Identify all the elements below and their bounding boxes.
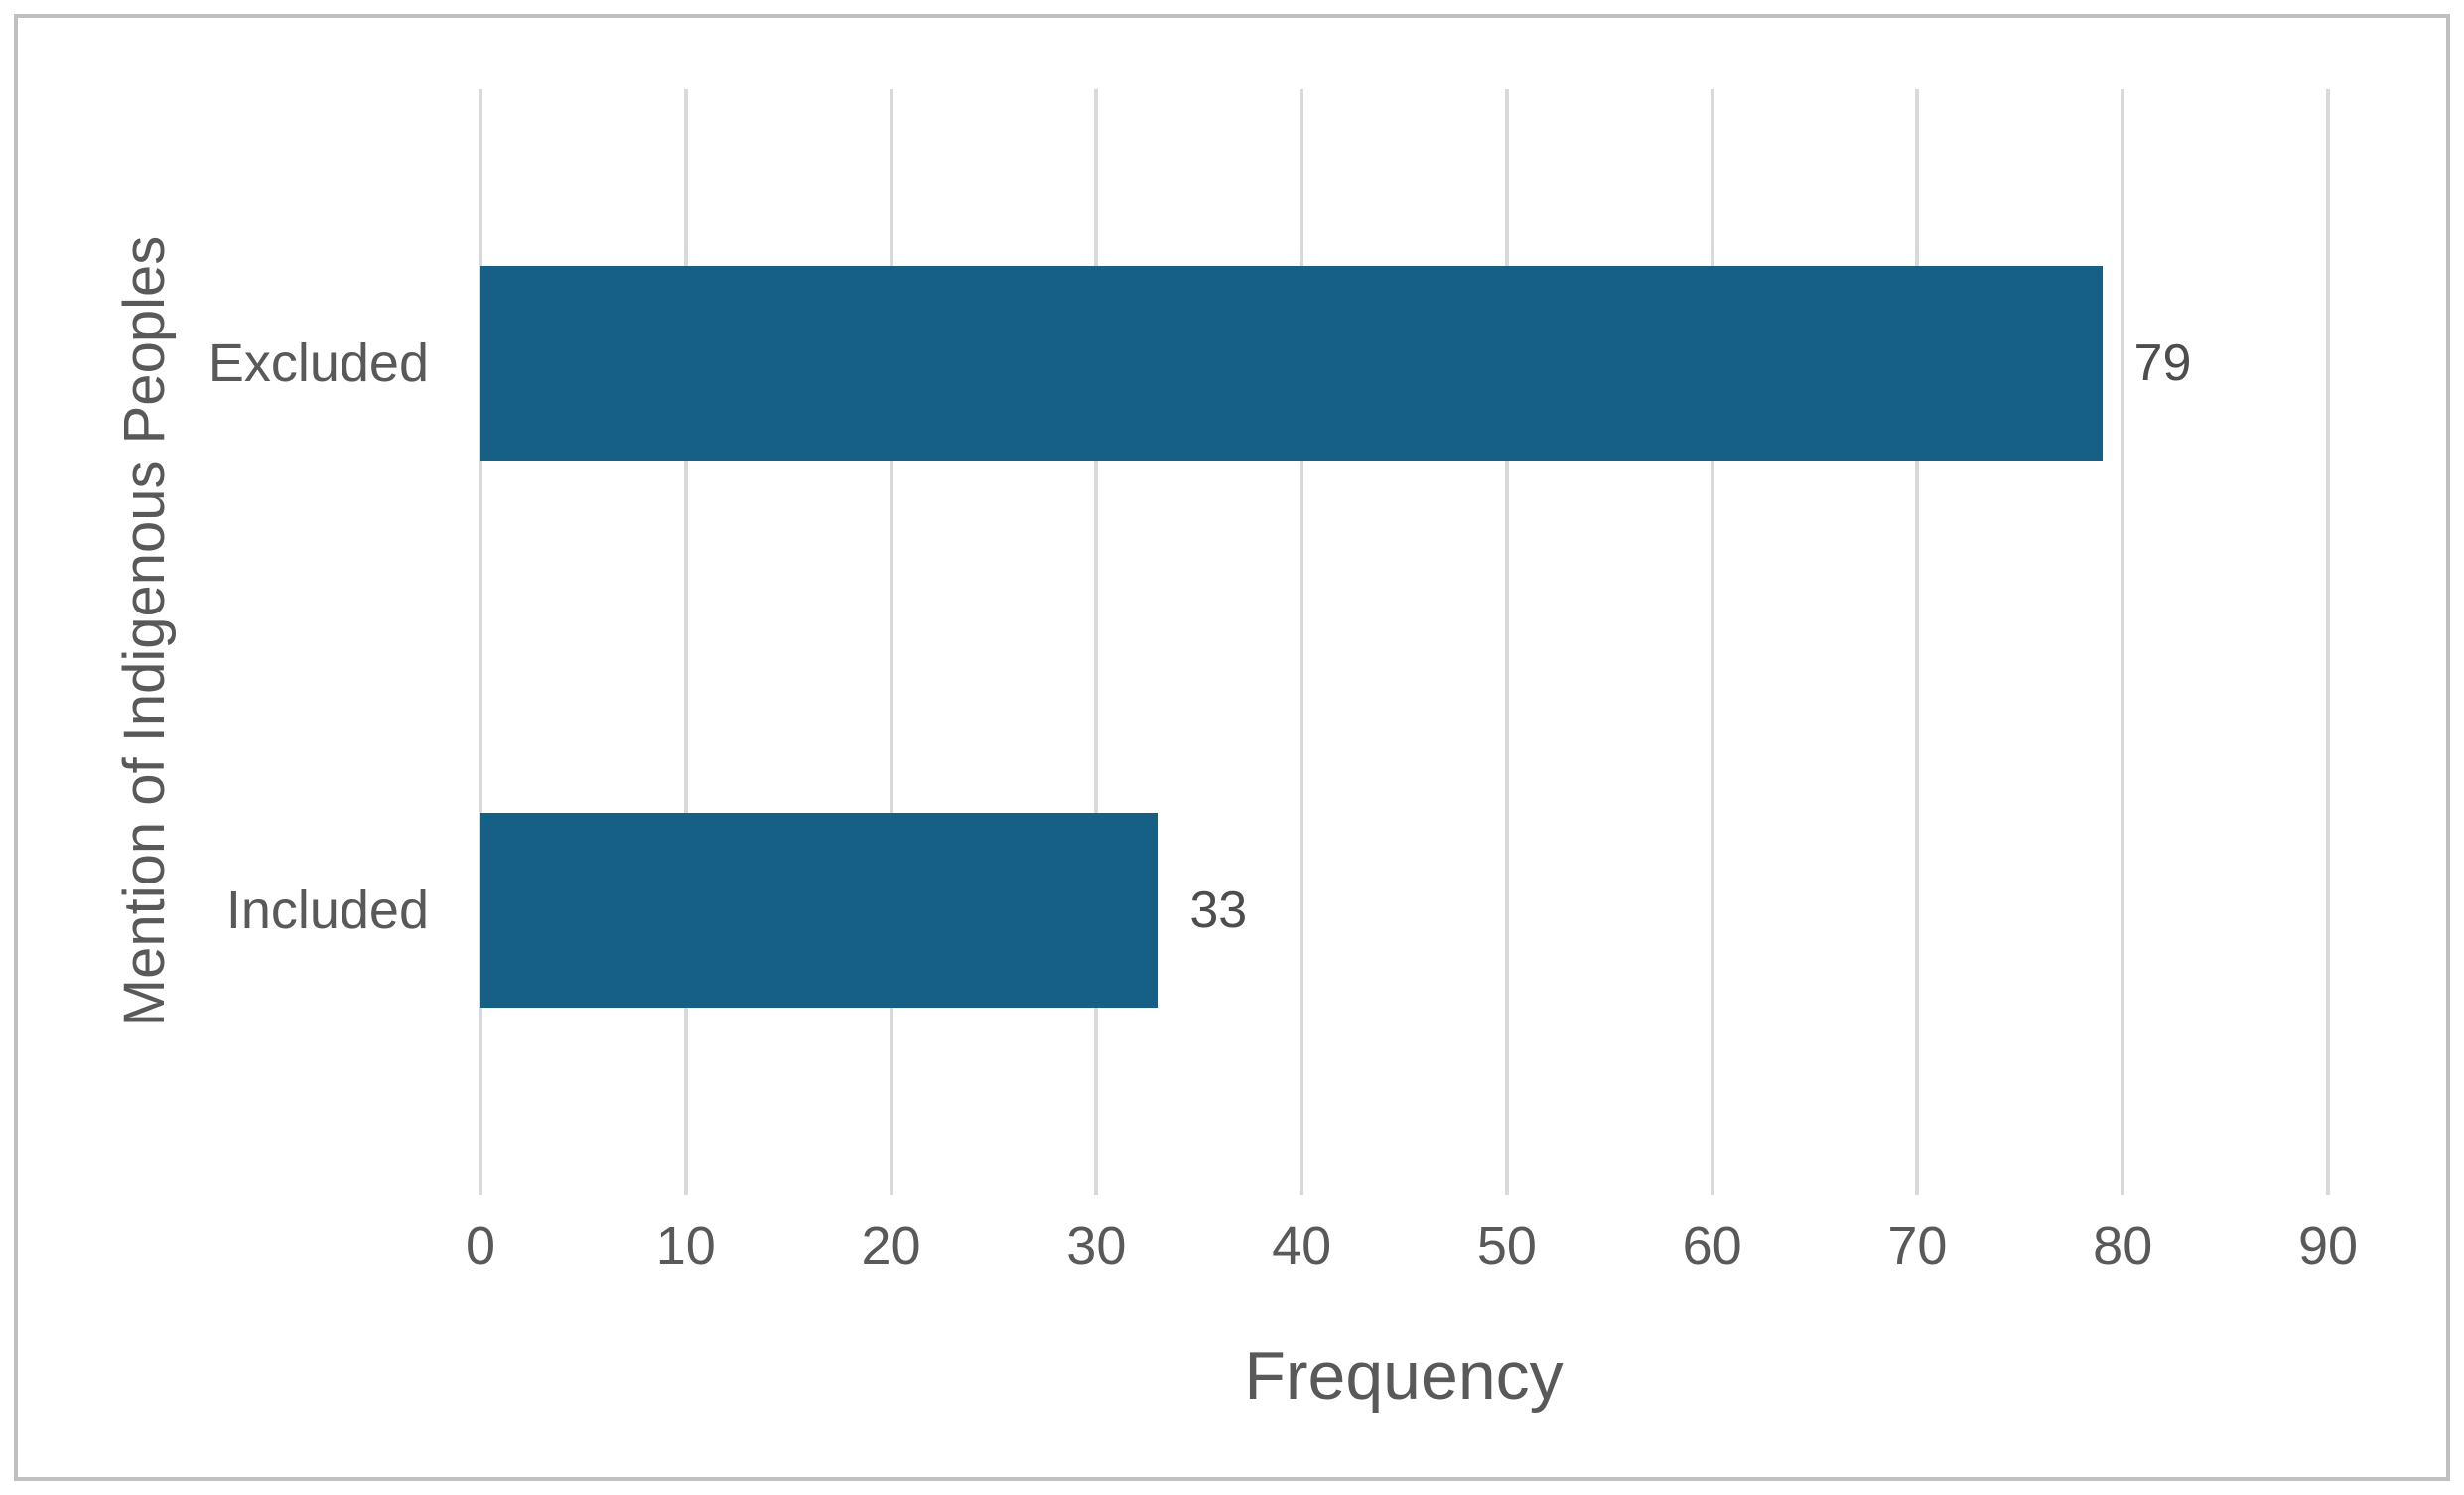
y-axis-title: Mention of Indigenous Peoples: [112, 235, 177, 1027]
data-label-excluded: 79: [2133, 334, 2192, 392]
gridline-x-50: [1504, 89, 1509, 1195]
x-axis-title: Frequency: [1244, 1338, 1564, 1414]
x-tick-label-50: 50: [1476, 1216, 1537, 1276]
x-tick-label-80: 80: [2093, 1216, 2153, 1276]
data-label-included: 33: [1189, 881, 1248, 939]
x-tick-label-20: 20: [861, 1216, 921, 1276]
category-label-excluded: Excluded: [207, 333, 429, 393]
gridline-x-40: [1300, 89, 1304, 1195]
x-tick-label-10: 10: [655, 1216, 716, 1276]
gridline-x-90: [2326, 89, 2330, 1195]
x-tick-label-30: 30: [1066, 1216, 1127, 1276]
gridline-x-60: [1710, 89, 1714, 1195]
category-label-included: Included: [225, 880, 429, 940]
gridline-x-20: [889, 89, 893, 1195]
bar-included: [480, 812, 1159, 1008]
x-tick-label-90: 90: [2297, 1216, 2359, 1276]
x-tick-label-70: 70: [1887, 1216, 1948, 1276]
gridline-x-80: [2121, 89, 2125, 1195]
x-tick-label-60: 60: [1682, 1216, 1742, 1276]
bar-excluded: [480, 265, 2103, 461]
gridline-x-0: [479, 89, 482, 1195]
gridline-x-70: [1915, 89, 1920, 1195]
x-tick-label-40: 40: [1272, 1216, 1332, 1276]
gridline-x-10: [683, 89, 688, 1195]
x-tick-label-0: 0: [465, 1216, 496, 1276]
gridline-x-30: [1094, 89, 1099, 1195]
